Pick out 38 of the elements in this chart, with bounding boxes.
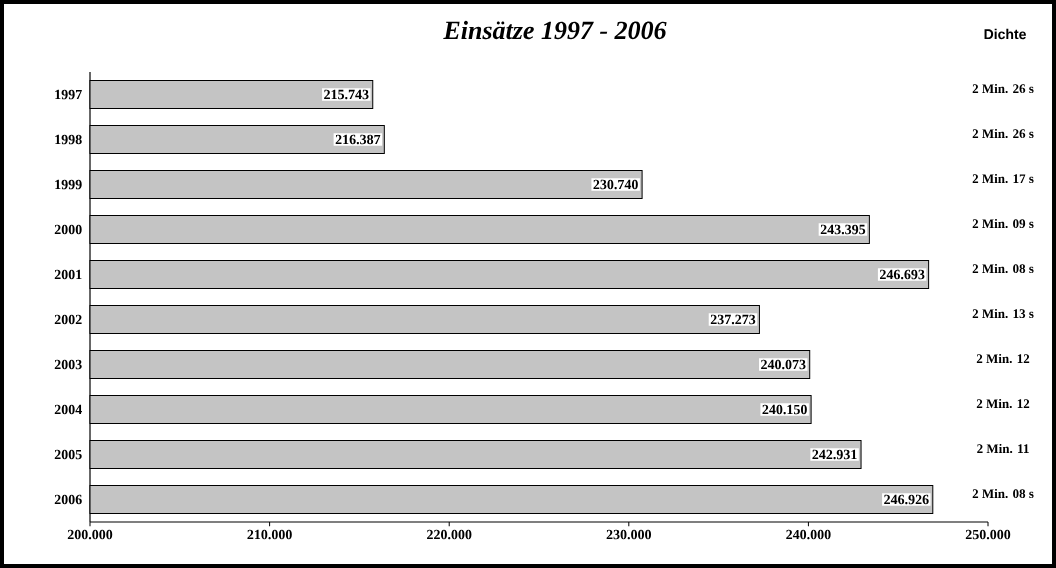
y-tick-label: 2006 bbox=[54, 494, 82, 505]
data-label: 216.387 bbox=[335, 134, 381, 145]
data-label: 246.926 bbox=[884, 494, 929, 505]
x-tick-label: 210.000 bbox=[247, 529, 292, 540]
data-label: 240.073 bbox=[761, 359, 806, 370]
y-tick-label: 1998 bbox=[55, 134, 82, 145]
annotation: 2 Min. 12 bbox=[976, 353, 1030, 364]
data-label: 243.395 bbox=[820, 224, 866, 235]
y-tick-label: 2004 bbox=[54, 404, 82, 415]
x-tick-label: 220.000 bbox=[427, 529, 472, 540]
y-tick-label: 2003 bbox=[54, 359, 82, 370]
annotation: 2 Min. 09 s bbox=[972, 218, 1034, 229]
y-tick-label: 2002 bbox=[54, 314, 82, 325]
x-tick-label: 200.000 bbox=[67, 529, 113, 540]
annotation: 2 Min. 11 bbox=[977, 443, 1029, 454]
y-tick-label: 2005 bbox=[54, 449, 82, 460]
y-tick-label: 1999 bbox=[55, 179, 82, 190]
annotation: 2 Min. 08 s bbox=[972, 263, 1034, 274]
annotation: 2 Min. 17 s bbox=[972, 173, 1034, 184]
annotation: 2 Min. 26 s bbox=[972, 83, 1034, 94]
x-tick-label: 230.000 bbox=[606, 529, 652, 540]
chart-title: Einsätze 1997 - 2006 bbox=[443, 20, 667, 40]
annotation: 2 Min. 13 s bbox=[972, 308, 1034, 319]
data-label: 215.743 bbox=[324, 89, 369, 100]
annotation: 2 Min. 08 s bbox=[972, 488, 1034, 499]
data-label: 242.931 bbox=[812, 449, 857, 460]
y-tick-label: 1997 bbox=[55, 89, 82, 100]
data-label: 237.273 bbox=[710, 314, 756, 325]
y-tick-label: 2000 bbox=[54, 224, 82, 235]
x-tick-label: 240.000 bbox=[786, 529, 831, 540]
annotation: 2 Min. 12 bbox=[976, 398, 1030, 409]
data-label: 240.150 bbox=[762, 404, 807, 415]
x-tick-label: 250.000 bbox=[965, 529, 1011, 540]
data-label: 230.740 bbox=[593, 179, 638, 190]
data-label: 246.693 bbox=[879, 269, 925, 280]
text: Dichte bbox=[984, 28, 1026, 40]
annotation: 2 Min. 26 s bbox=[972, 128, 1034, 139]
y-tick-label: 2001 bbox=[54, 269, 82, 280]
